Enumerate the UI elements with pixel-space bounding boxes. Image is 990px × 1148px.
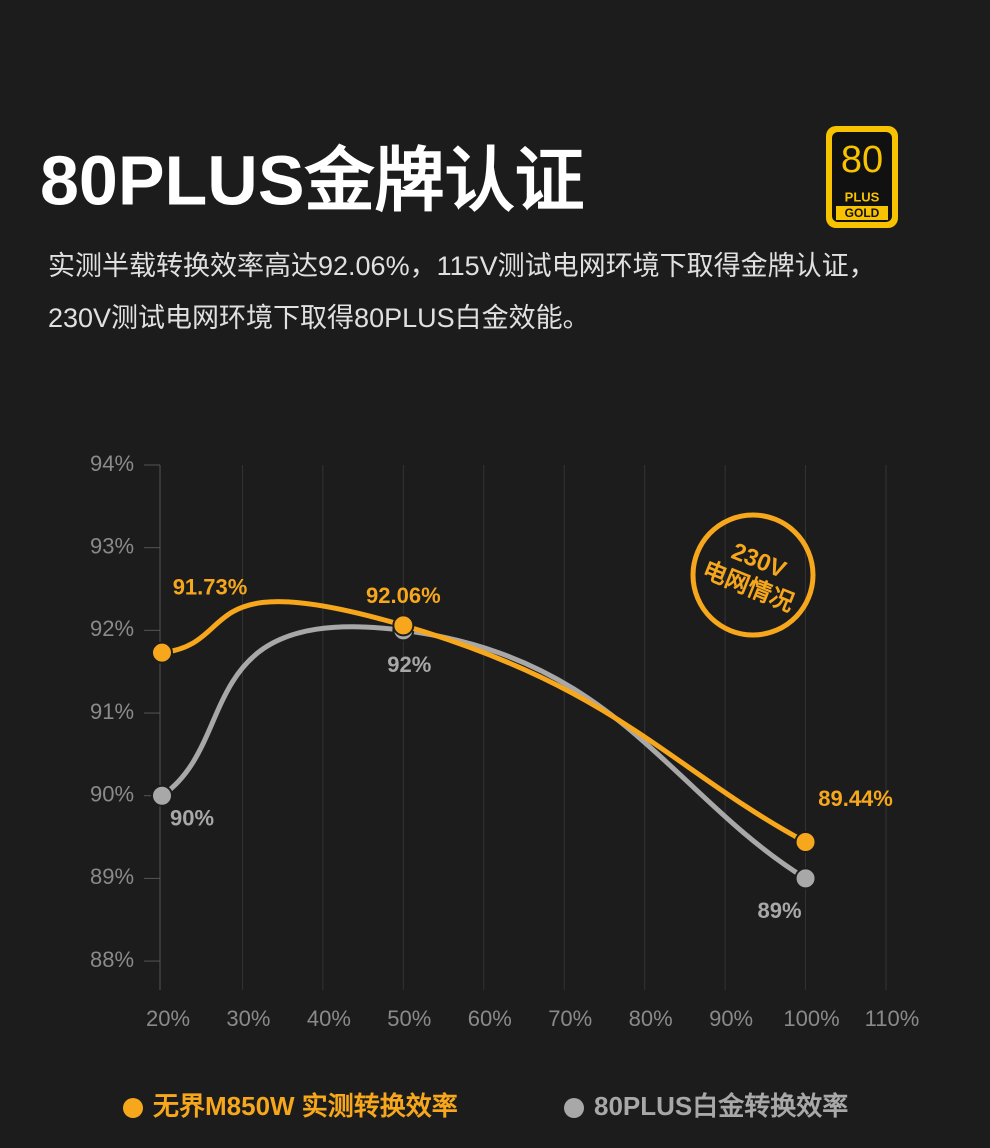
badge-inner — [832, 132, 892, 222]
badge-band — [836, 206, 888, 220]
badge-text: PLUS — [845, 189, 880, 204]
data-label: 92.06% — [366, 583, 441, 608]
x-tick-label: 20% — [146, 1006, 190, 1031]
y-tick-label: 91% — [90, 699, 134, 724]
data-label: 89% — [758, 898, 802, 923]
x-tick-label: 60% — [468, 1006, 512, 1031]
y-tick-label: 93% — [90, 533, 134, 558]
badge-text: GOLD — [845, 206, 880, 220]
y-tick-label: 94% — [90, 451, 134, 476]
legend-label: 无界M850W 实测转换效率 — [153, 1091, 458, 1121]
y-tick-label: 90% — [90, 782, 134, 807]
annotation-ring — [690, 512, 816, 638]
data-label: 89.44% — [818, 786, 893, 811]
point — [392, 614, 415, 637]
badge-number: 80 — [841, 139, 883, 181]
x-tick-label: 110% — [865, 1006, 920, 1031]
data-label: 92% — [387, 652, 431, 677]
chart: 20% 30% 40% 50% 60% 70% 80% 90% 100% 110% 88% 89% 90… — [90, 451, 919, 1121]
x-tick-label: 100% — [783, 1006, 839, 1031]
legend-label: 80PLUS白金转换效率 — [594, 1091, 848, 1121]
point — [151, 784, 173, 807]
point — [151, 641, 173, 664]
point — [794, 831, 817, 854]
x-tick-label: 40% — [307, 1006, 351, 1031]
data-label: 91.73% — [173, 574, 248, 599]
description: 实测半载转换效率高达92.06%，115V测试电网环境下取得金牌认证， — [48, 251, 876, 281]
point — [794, 867, 817, 890]
description: 230V测试电网环境下取得80PLUS白金效能。 — [48, 303, 590, 333]
annotation: 230V 电网情况 — [690, 512, 816, 638]
x-tick-label: 50% — [387, 1006, 431, 1031]
x-tick-label: 80% — [629, 1006, 673, 1031]
y-tick-label: 92% — [90, 616, 134, 641]
badge: 80 PLUS GOLD — [826, 126, 898, 228]
legend-marker — [123, 1098, 143, 1118]
x-tick-label: 70% — [548, 1006, 592, 1031]
y-tick-label: 88% — [90, 947, 134, 972]
data-label: 90% — [170, 806, 214, 831]
x-tick-label: 30% — [226, 1006, 270, 1031]
title: 80PLUS金牌认证 — [40, 141, 585, 219]
legend-marker — [564, 1098, 584, 1118]
y-tick-label: 89% — [90, 864, 134, 889]
x-tick-label: 90% — [709, 1006, 753, 1031]
